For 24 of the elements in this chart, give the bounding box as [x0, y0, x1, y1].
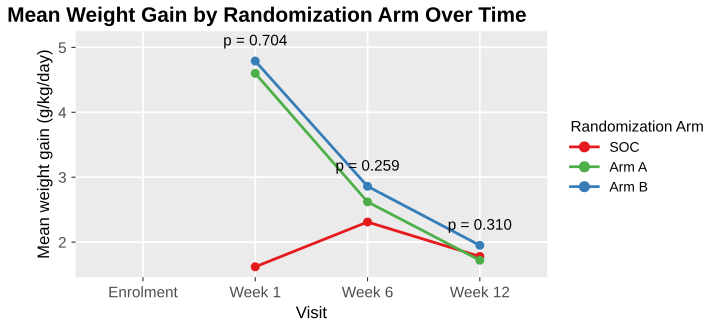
- x-tick-label: Week 12: [450, 286, 510, 298]
- point: [250, 56, 260, 66]
- y-tick-label: 4: [58, 107, 66, 118]
- legend-label: Arm B: [609, 182, 648, 192]
- annotation: p = 0.704: [224, 34, 287, 49]
- x-tick-label: Week 1: [230, 286, 280, 298]
- point: [363, 182, 372, 191]
- y-axis-title: Mean weight gain (g/kg/day): [36, 50, 53, 258]
- point: [475, 240, 484, 250]
- chart-title: Mean Weight Gain by Randomization Arm Over Time: [8, 6, 526, 26]
- legend-label: SOC: [610, 142, 639, 152]
- legend-label: Arm A: [609, 162, 648, 172]
- x-tick-label: Week 6: [342, 286, 393, 298]
- point: [363, 197, 372, 206]
- legend-title: Randomization Arm: [572, 120, 703, 132]
- y-tick-label: 3: [58, 172, 66, 183]
- y-tick-label: 5: [58, 42, 66, 54]
- point: [250, 68, 260, 78]
- x-tick-label: Enrolment: [109, 286, 178, 298]
- point: [250, 262, 260, 272]
- y-tick-label: 2: [58, 236, 66, 248]
- point: [363, 217, 372, 227]
- x-axis-title: Visit: [296, 306, 327, 318]
- point: [475, 256, 484, 265]
